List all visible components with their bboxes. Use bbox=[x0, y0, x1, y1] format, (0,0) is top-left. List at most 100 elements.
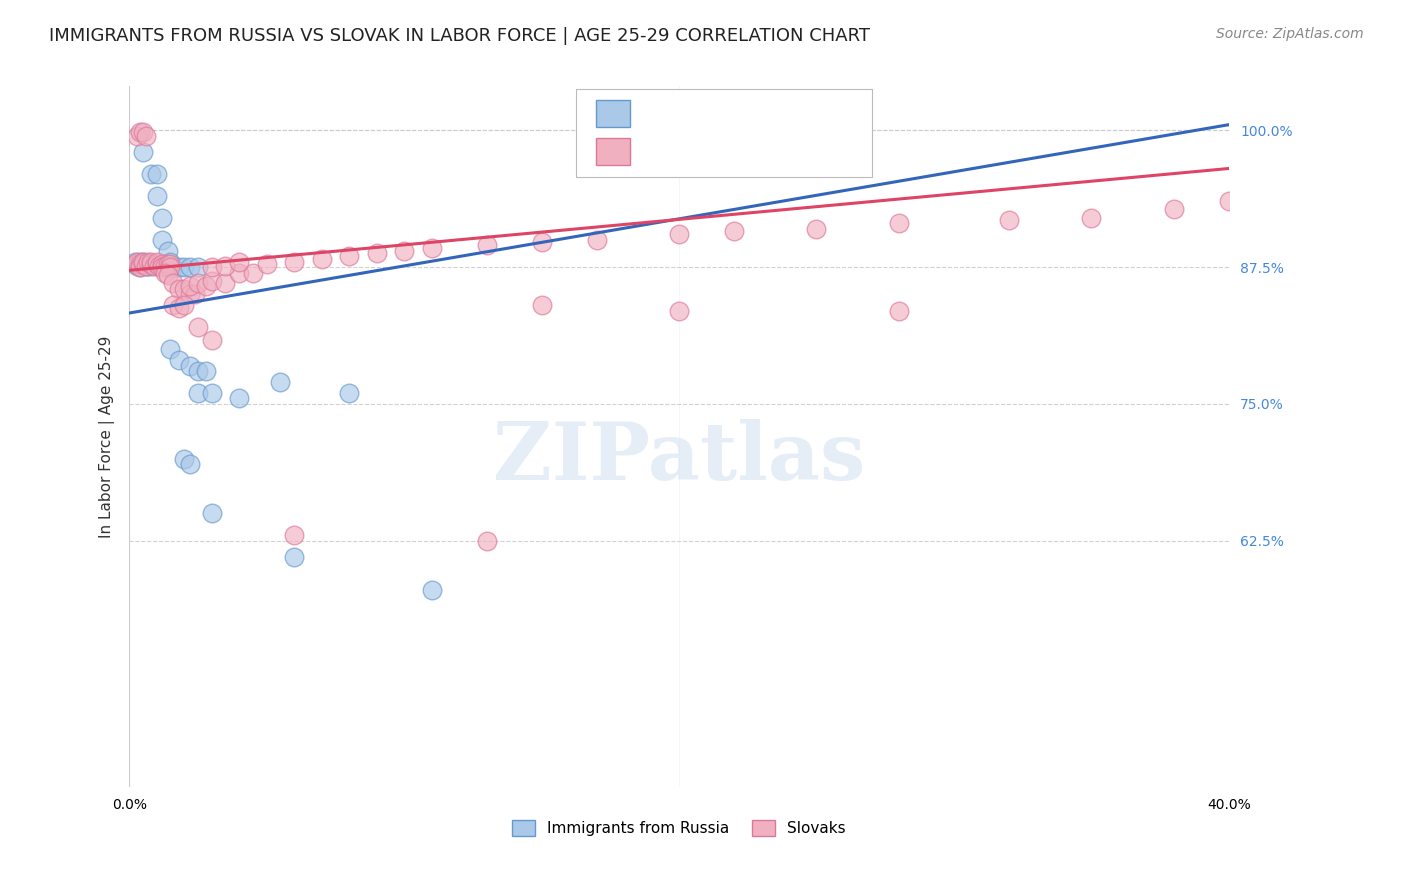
Slovaks bbox=[143, 259, 166, 273]
Immigrants from Russia bbox=[173, 260, 195, 274]
Slovaks bbox=[127, 128, 149, 143]
Slovaks bbox=[228, 254, 250, 268]
Slovaks bbox=[214, 277, 236, 291]
Immigrants from Russia bbox=[195, 364, 218, 378]
Immigrants from Russia bbox=[187, 364, 209, 378]
Immigrants from Russia bbox=[201, 507, 224, 521]
Text: Source: ZipAtlas.com: Source: ZipAtlas.com bbox=[1216, 27, 1364, 41]
Slovaks bbox=[366, 245, 388, 260]
Slovaks bbox=[184, 287, 207, 301]
Immigrants from Russia bbox=[132, 145, 155, 159]
Slovaks bbox=[283, 528, 305, 542]
Slovaks bbox=[475, 238, 498, 252]
Slovaks bbox=[132, 254, 155, 268]
Immigrants from Russia bbox=[159, 254, 181, 268]
Immigrants from Russia bbox=[179, 457, 201, 471]
Slovaks bbox=[311, 252, 333, 267]
Immigrants from Russia bbox=[179, 260, 201, 274]
Y-axis label: In Labor Force | Age 25-29: In Labor Force | Age 25-29 bbox=[100, 335, 115, 538]
Immigrants from Russia bbox=[159, 342, 181, 356]
Slovaks bbox=[167, 282, 190, 296]
Text: R = 0.239: R = 0.239 bbox=[637, 145, 720, 159]
Slovaks bbox=[668, 303, 690, 318]
Slovaks bbox=[173, 282, 195, 296]
Slovaks bbox=[179, 278, 201, 293]
Slovaks bbox=[998, 213, 1021, 227]
Slovaks bbox=[150, 257, 173, 271]
Slovaks bbox=[159, 257, 181, 271]
Immigrants from Russia bbox=[135, 257, 157, 271]
Text: N = 45: N = 45 bbox=[752, 106, 810, 120]
Immigrants from Russia bbox=[162, 260, 184, 274]
Slovaks bbox=[127, 254, 149, 268]
Slovaks bbox=[337, 249, 360, 263]
Slovaks bbox=[723, 224, 745, 238]
Slovaks bbox=[156, 257, 179, 271]
Text: N = 70: N = 70 bbox=[752, 145, 810, 159]
Immigrants from Russia bbox=[127, 259, 149, 273]
Slovaks bbox=[475, 533, 498, 548]
Immigrants from Russia bbox=[269, 375, 291, 389]
Slovaks bbox=[179, 287, 201, 301]
Slovaks bbox=[283, 254, 305, 268]
Immigrants from Russia bbox=[156, 244, 179, 258]
Immigrants from Russia bbox=[129, 260, 152, 274]
Slovaks bbox=[392, 244, 415, 258]
Immigrants from Russia bbox=[150, 233, 173, 247]
Immigrants from Russia bbox=[132, 257, 155, 271]
Immigrants from Russia bbox=[129, 254, 152, 268]
Slovaks bbox=[228, 265, 250, 279]
Immigrants from Russia bbox=[179, 359, 201, 373]
Immigrants from Russia bbox=[337, 386, 360, 401]
Slovaks bbox=[201, 334, 224, 348]
Slovaks bbox=[132, 257, 155, 271]
Slovaks bbox=[162, 277, 184, 291]
Slovaks bbox=[187, 320, 209, 334]
Immigrants from Russia bbox=[141, 257, 163, 271]
Slovaks bbox=[167, 301, 190, 315]
Immigrants from Russia bbox=[228, 392, 250, 406]
Slovaks bbox=[150, 260, 173, 274]
Slovaks bbox=[141, 257, 163, 271]
Slovaks bbox=[138, 254, 160, 268]
Immigrants from Russia bbox=[201, 386, 224, 401]
Slovaks bbox=[132, 125, 155, 139]
Immigrants from Russia bbox=[135, 259, 157, 273]
Slovaks bbox=[135, 259, 157, 273]
Text: ZIPatlas: ZIPatlas bbox=[494, 418, 865, 497]
Slovaks bbox=[887, 216, 910, 230]
Slovaks bbox=[530, 298, 553, 312]
Slovaks bbox=[256, 257, 278, 271]
Slovaks bbox=[1218, 194, 1240, 209]
Slovaks bbox=[1163, 202, 1185, 216]
Slovaks bbox=[129, 260, 152, 274]
Slovaks bbox=[195, 278, 218, 293]
Slovaks bbox=[148, 259, 170, 273]
Immigrants from Russia bbox=[124, 254, 146, 268]
Immigrants from Russia bbox=[283, 550, 305, 565]
Slovaks bbox=[145, 257, 167, 271]
Slovaks bbox=[135, 128, 157, 143]
Immigrants from Russia bbox=[187, 260, 209, 274]
Immigrants from Russia bbox=[167, 353, 190, 368]
Slovaks bbox=[668, 227, 690, 242]
Immigrants from Russia bbox=[141, 167, 163, 181]
Immigrants from Russia bbox=[145, 259, 167, 273]
Immigrants from Russia bbox=[138, 257, 160, 271]
Slovaks bbox=[129, 125, 152, 139]
Legend: Immigrants from Russia, Slovaks: Immigrants from Russia, Slovaks bbox=[506, 814, 852, 843]
Slovaks bbox=[201, 260, 224, 274]
Slovaks bbox=[145, 254, 167, 268]
Slovaks bbox=[129, 257, 152, 271]
Slovaks bbox=[162, 298, 184, 312]
Immigrants from Russia bbox=[138, 259, 160, 273]
Immigrants from Russia bbox=[127, 257, 149, 271]
Immigrants from Russia bbox=[141, 259, 163, 273]
Slovaks bbox=[201, 274, 224, 288]
Immigrants from Russia bbox=[173, 451, 195, 466]
Slovaks bbox=[806, 221, 828, 235]
Slovaks bbox=[887, 303, 910, 318]
Text: R = 0.272: R = 0.272 bbox=[637, 106, 720, 120]
Immigrants from Russia bbox=[143, 257, 166, 271]
Immigrants from Russia bbox=[145, 167, 167, 181]
